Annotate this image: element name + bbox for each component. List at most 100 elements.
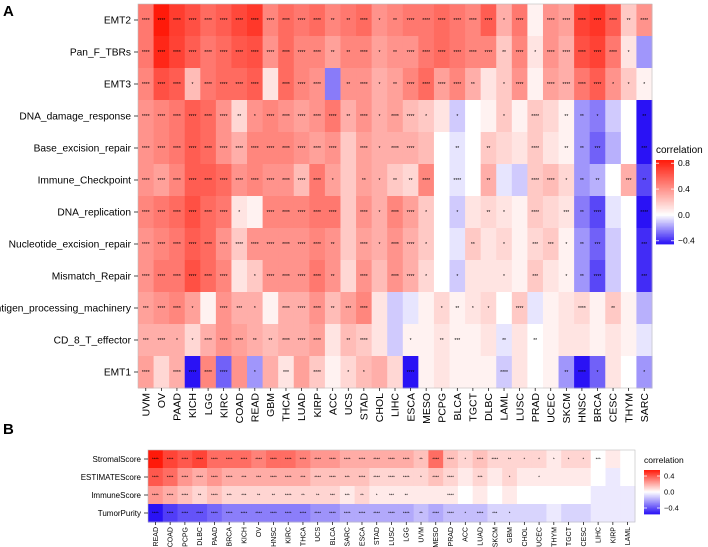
heatmap-cell bbox=[310, 450, 326, 469]
heatmap-cell bbox=[605, 324, 622, 357]
significance-label: **** bbox=[407, 50, 415, 56]
colorbar-segment bbox=[656, 210, 674, 213]
colorbar-segment bbox=[644, 471, 660, 473]
significance-label: **** bbox=[300, 511, 307, 516]
significance-label: * bbox=[523, 457, 525, 462]
significance-label: ** bbox=[393, 18, 397, 24]
heatmap-cell bbox=[148, 450, 164, 469]
heatmap-cell bbox=[356, 228, 373, 261]
heatmap-cell bbox=[169, 260, 186, 293]
significance-label: **** bbox=[438, 82, 446, 88]
panel-letter-a: A bbox=[3, 3, 14, 20]
heatmap-cell bbox=[620, 100, 637, 133]
heatmap-cell bbox=[413, 486, 429, 505]
heatmap-cell bbox=[574, 68, 591, 101]
colorbar-segment bbox=[644, 504, 660, 506]
heatmap-cell bbox=[215, 292, 232, 325]
significance-label: ** bbox=[272, 493, 276, 498]
significance-label: **** bbox=[360, 18, 368, 24]
significance-label: **** bbox=[167, 511, 174, 516]
heatmap-cell bbox=[620, 324, 637, 357]
significance-label: ** bbox=[455, 146, 459, 152]
row-label: Nucleotide_excision_repair bbox=[9, 240, 132, 251]
significance-label: ** bbox=[564, 370, 568, 376]
heatmap-cell bbox=[561, 468, 577, 487]
heatmap-cell bbox=[457, 504, 474, 523]
colorbar-segment bbox=[656, 199, 674, 201]
heatmap-cell bbox=[531, 450, 547, 469]
heatmap-cell bbox=[418, 292, 435, 325]
significance-label: **** bbox=[360, 306, 368, 312]
heatmap-cell bbox=[620, 260, 637, 293]
significance-label: **** bbox=[142, 50, 150, 56]
heatmap-cell bbox=[221, 450, 238, 469]
significance-label: *** bbox=[641, 242, 647, 248]
heatmap-cell bbox=[496, 292, 513, 325]
heatmap-cell bbox=[371, 324, 388, 357]
heatmap-cell bbox=[247, 228, 264, 261]
heatmap-cell bbox=[511, 4, 528, 37]
heatmap-cell bbox=[433, 68, 451, 101]
heatmap-cell bbox=[200, 196, 217, 229]
colorbar-segment bbox=[656, 234, 674, 236]
heatmap-cell bbox=[605, 68, 622, 101]
heatmap-cell bbox=[356, 4, 373, 37]
significance-label: **** bbox=[282, 50, 290, 56]
significance-label: **** bbox=[477, 457, 484, 462]
heatmap-cell bbox=[215, 324, 232, 357]
colorbar-segment bbox=[656, 241, 674, 243]
colorbar-segment bbox=[644, 501, 660, 503]
significance-label: **** bbox=[167, 493, 174, 498]
colorbar-segment bbox=[656, 225, 674, 228]
heatmap-cell bbox=[605, 486, 621, 505]
column-label: LUSC bbox=[514, 393, 526, 421]
significance-label: ** bbox=[393, 82, 397, 88]
heatmap-cell bbox=[236, 486, 252, 505]
heatmap-cell bbox=[162, 450, 179, 469]
significance-label: **** bbox=[407, 146, 415, 152]
significance-label: * bbox=[425, 114, 427, 120]
heatmap-cell bbox=[215, 36, 232, 69]
column-label: STAD bbox=[374, 527, 381, 545]
significance-label: **** bbox=[298, 178, 306, 184]
heatmap-cell bbox=[418, 100, 435, 133]
significance-label: * bbox=[378, 114, 380, 120]
heatmap-cell bbox=[153, 260, 170, 293]
heatmap-cell bbox=[177, 450, 193, 469]
significance-label: **** bbox=[220, 274, 228, 280]
heatmap-cell bbox=[502, 450, 518, 469]
heatmap-cell bbox=[371, 68, 388, 101]
significance-label: * bbox=[192, 338, 194, 344]
colorbar-segment bbox=[656, 218, 674, 221]
significance-label: **** bbox=[298, 242, 306, 248]
significance-label: ** bbox=[419, 457, 423, 462]
heatmap-cell bbox=[636, 324, 653, 357]
significance-label: **** bbox=[516, 82, 524, 88]
heatmap-cell bbox=[169, 36, 186, 69]
column-label: READ bbox=[153, 527, 160, 546]
heatmap-cell bbox=[511, 68, 528, 101]
heatmap-cell bbox=[531, 504, 547, 523]
heatmap-cell bbox=[496, 196, 513, 229]
colorbar-tick-label: 0.0 bbox=[678, 210, 690, 220]
heatmap-cell bbox=[546, 486, 562, 505]
significance-label: **** bbox=[282, 210, 290, 216]
significance-label: **** bbox=[204, 178, 212, 184]
heatmap-cell bbox=[384, 468, 400, 487]
heatmap-cell bbox=[162, 486, 179, 505]
significance-label: **** bbox=[403, 475, 410, 480]
significance-label: *** bbox=[241, 475, 246, 480]
column-label: KIRC bbox=[286, 527, 293, 544]
significance-label: *** bbox=[227, 493, 232, 498]
heatmap-cell bbox=[402, 356, 419, 389]
significance-label: **** bbox=[204, 338, 212, 344]
significance-label: * bbox=[254, 114, 256, 120]
significance-label: **** bbox=[282, 178, 290, 184]
heatmap-cell bbox=[138, 100, 155, 133]
significance-label: * bbox=[332, 178, 334, 184]
heatmap-cell bbox=[516, 468, 533, 487]
column-label: SKCM bbox=[492, 527, 499, 547]
heatmap-cell bbox=[325, 504, 341, 523]
column-label: KIRP bbox=[312, 393, 324, 418]
heatmap-cell bbox=[558, 260, 575, 293]
